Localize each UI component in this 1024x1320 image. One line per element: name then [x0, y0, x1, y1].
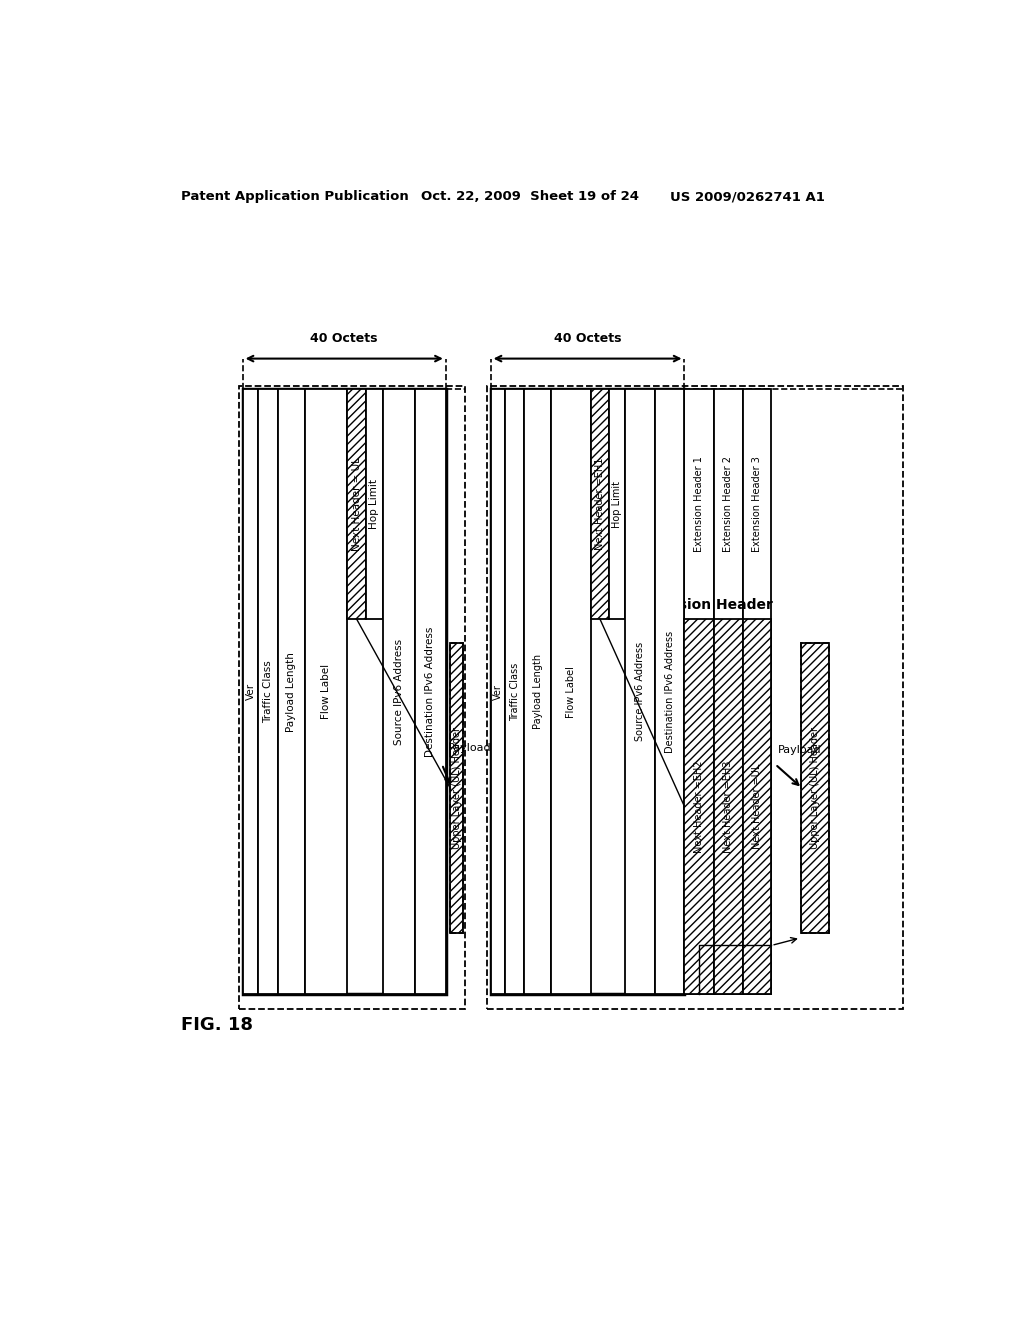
Text: Ver: Ver [246, 682, 255, 700]
Text: FIG. 18: FIG. 18 [180, 1015, 253, 1034]
Bar [383, 389, 415, 994]
Text: Flow Label: Flow Label [321, 664, 331, 719]
Text: Next Header =EH2: Next Header =EH2 [694, 760, 705, 853]
Text: Packet with Extension Header: Packet with Extension Header [538, 598, 772, 612]
Text: Payload Length: Payload Length [532, 655, 543, 729]
Bar [608, 389, 625, 619]
Bar [506, 389, 524, 994]
Bar [490, 389, 506, 994]
Bar [305, 389, 347, 994]
Text: 40 Octets: 40 Octets [310, 331, 378, 345]
Text: Next Header =UL: Next Header =UL [752, 764, 762, 849]
Text: Next Header =EH1: Next Header =EH1 [595, 458, 605, 550]
Text: Source IPv6 Address: Source IPv6 Address [394, 639, 403, 744]
Text: Payload: Payload [777, 744, 821, 755]
Text: Destination IPv6 Address: Destination IPv6 Address [665, 631, 675, 752]
Text: Traffic Class: Traffic Class [510, 663, 520, 721]
Text: Extension Header 3: Extension Header 3 [752, 457, 762, 552]
Bar [551, 389, 592, 994]
Text: Traffic Class: Traffic Class [263, 660, 272, 723]
Text: Payload: Payload [449, 743, 492, 752]
Bar [684, 619, 714, 994]
Bar [451, 643, 463, 933]
Bar [714, 389, 742, 994]
Text: Upper Layer (UL) Header: Upper Layer (UL) Header [452, 727, 462, 849]
Text: Extension Header 2: Extension Header 2 [723, 457, 733, 552]
Text: Next Header =EH3: Next Header =EH3 [723, 760, 733, 853]
Bar [415, 389, 445, 994]
Text: Patent Application Publication: Patent Application Publication [180, 190, 409, 203]
Text: Flow Label: Flow Label [566, 665, 577, 718]
Text: Hop Limit: Hop Limit [370, 479, 380, 529]
Bar [742, 389, 771, 994]
Bar [592, 389, 608, 619]
Text: Extension Header 1: Extension Header 1 [694, 457, 705, 552]
Bar [655, 389, 684, 994]
Bar [243, 389, 445, 994]
Text: Ver: Ver [494, 684, 503, 700]
Bar [243, 389, 258, 994]
Text: Oct. 22, 2009  Sheet 19 of 24: Oct. 22, 2009 Sheet 19 of 24 [421, 190, 639, 203]
Bar [451, 643, 463, 933]
Text: 40 Octets: 40 Octets [554, 331, 622, 345]
Bar [366, 389, 383, 619]
Bar [801, 643, 829, 933]
Bar [684, 389, 714, 994]
Bar [486, 385, 903, 1010]
Bar [278, 389, 305, 994]
Bar [714, 619, 742, 994]
Bar [524, 389, 551, 994]
Bar [742, 619, 771, 994]
Bar [258, 389, 278, 994]
Text: Hop Limit: Hop Limit [611, 480, 622, 528]
Text: Source IPv6 Address: Source IPv6 Address [635, 642, 645, 742]
Text: Upper Layer (UL) Header: Upper Layer (UL) Header [810, 727, 820, 849]
Text: Next Header = UL: Next Header = UL [351, 457, 361, 552]
Text: US 2009/0262741 A1: US 2009/0262741 A1 [671, 190, 825, 203]
Bar [625, 389, 655, 994]
Bar [347, 389, 366, 619]
Text: Payload Length: Payload Length [286, 652, 296, 731]
Bar [801, 643, 829, 933]
Bar [239, 385, 465, 1010]
Bar [490, 389, 684, 994]
Text: Destination IPv6 Address: Destination IPv6 Address [425, 627, 435, 756]
